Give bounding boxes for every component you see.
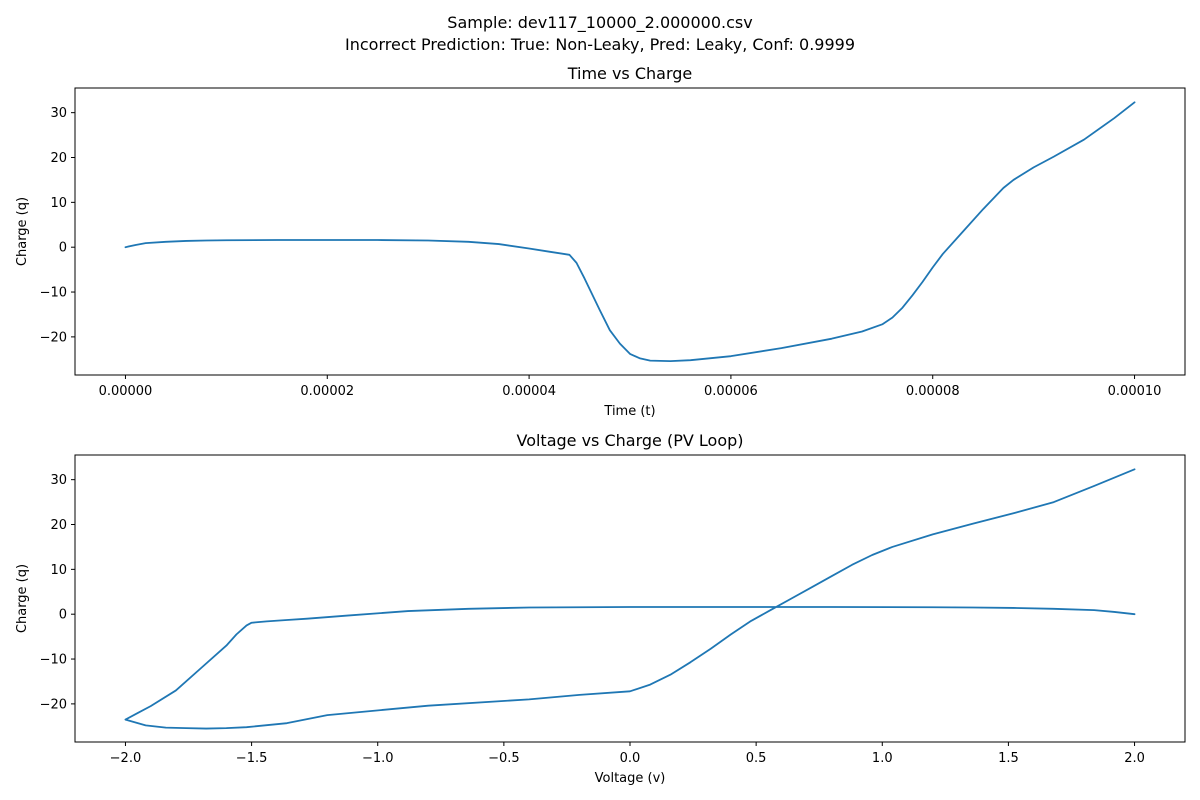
chart1-ytick-label: −20 xyxy=(40,330,67,345)
chart2-ytick-label: 30 xyxy=(50,473,67,488)
chart1-xlabel: Time (t) xyxy=(603,404,655,419)
chart1-series-line-1 xyxy=(124,101,1136,362)
chart1-ytick-label: 20 xyxy=(50,151,67,166)
chart1-xtick-label: 0.00006 xyxy=(704,384,758,399)
chart2-xtick-label: 1.0 xyxy=(872,751,893,766)
chart2-xtick-label: 0.0 xyxy=(620,751,641,766)
chart2-series-line-1 xyxy=(124,468,1136,730)
chart1-ytick-label: −10 xyxy=(40,286,67,301)
chart2-xtick-label: −2.0 xyxy=(110,751,142,766)
chart2-axes-frame xyxy=(74,454,1186,743)
chart2-ytick-label: 20 xyxy=(50,518,67,533)
chart2-ytick-label: −20 xyxy=(40,697,67,712)
chart1-ytick-label: 30 xyxy=(50,106,67,121)
figure-suptitle-line2: Incorrect Prediction: True: Non-Leaky, P… xyxy=(345,35,855,54)
chart1-xtick-label: 0.00002 xyxy=(300,384,354,399)
chart1-ylabel: Charge (q) xyxy=(15,197,30,266)
chart1-xtick-label: 0.00010 xyxy=(1108,384,1162,399)
chart2-ytick-label: −10 xyxy=(40,653,67,668)
chart2-ytick-label: 10 xyxy=(50,563,67,578)
chart2-title: Voltage vs Charge (PV Loop) xyxy=(516,431,743,450)
chart2-xtick-label: 1.5 xyxy=(998,751,1019,766)
chart2-ytick-label: 0 xyxy=(59,608,67,623)
chart2-xtick-label: 0.5 xyxy=(746,751,767,766)
chart2-xlabel: Voltage (v) xyxy=(595,771,666,786)
chart1-xtick-label: 0.00004 xyxy=(502,384,556,399)
chart2-xtick-label: 2.0 xyxy=(1124,751,1145,766)
chart1-axes-frame xyxy=(74,87,1186,376)
chart2-xtick-label: −1.0 xyxy=(362,751,394,766)
figure-suptitle-line1: Sample: dev117_10000_2.000000.csv xyxy=(447,13,753,32)
chart1-xtick-label: 0.00000 xyxy=(99,384,153,399)
chart2-xtick-label: −0.5 xyxy=(488,751,520,766)
chart1-xtick-label: 0.00008 xyxy=(906,384,960,399)
chart1-ytick-label: 0 xyxy=(59,241,67,256)
chart2-xtick-label: −1.5 xyxy=(236,751,268,766)
chart1-title: Time vs Charge xyxy=(567,64,693,83)
chart1-ytick-label: 10 xyxy=(50,196,67,211)
chart2-ylabel: Charge (q) xyxy=(15,564,30,633)
